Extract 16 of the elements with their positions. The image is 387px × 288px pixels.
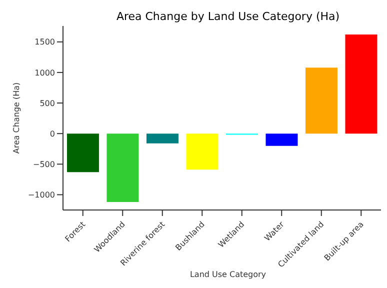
y-tick-label: −500 xyxy=(33,160,55,169)
bar xyxy=(186,134,218,170)
y-tick-label: 500 xyxy=(40,98,55,108)
y-tick-label: 1500 xyxy=(34,38,55,47)
x-axis-title: Land Use Category xyxy=(188,270,268,279)
bar xyxy=(266,134,298,146)
y-tick-label: 0 xyxy=(50,129,55,138)
bar xyxy=(305,68,338,134)
y-tick-label: 1000 xyxy=(34,68,55,78)
chart-title: Area Change by Land Use Category (Ha) xyxy=(115,10,341,23)
bar xyxy=(345,34,378,134)
y-tick-label: −1000 xyxy=(28,190,55,200)
bar xyxy=(146,134,178,144)
bar xyxy=(66,134,99,172)
y-axis-title: Area Change (Ha) xyxy=(12,82,21,154)
bar xyxy=(106,134,139,202)
